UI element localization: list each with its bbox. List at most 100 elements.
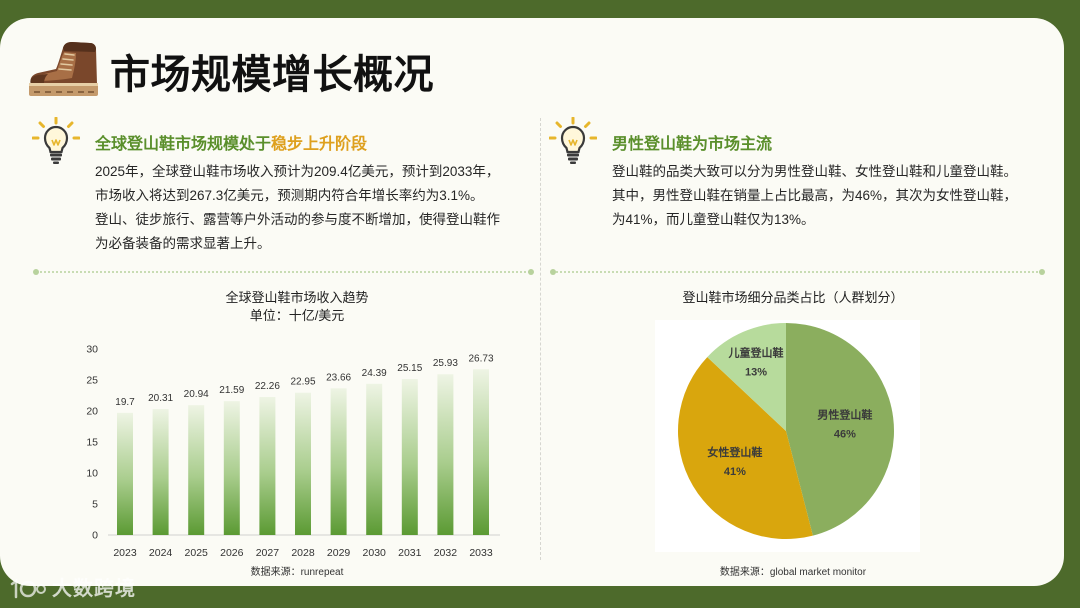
paragraph-line: 其中，男性登山鞋在销量上占比最高，为46%，其次为女性登山鞋， [612,188,1018,203]
pie-label-name-2: 女性登山鞋 [707,445,762,459]
x-tick-label: 2027 [256,547,280,559]
paragraph-line: 登山鞋的品类大致可以分为男性登山鞋、女性登山鞋和儿童登山鞋。 [612,164,1017,179]
bar-2030 [366,383,383,535]
x-tick-label: 2028 [291,547,315,559]
left-dotted-divider [36,271,530,273]
bar-2029 [330,388,347,535]
hiking-boot-icon [29,42,98,96]
pie-chart-source: 数据来源：global market monitor [719,567,867,578]
heading-orange-part: 稳步上升阶段 [271,136,368,153]
paragraph-line: 为必备装备的需求显著上升。 [95,236,271,251]
bulb-base [568,157,578,161]
boot-sole [29,86,98,96]
bar-2027 [259,396,276,535]
pie-label-value-2: 41% [724,466,746,478]
bar-chart-title: 全球登山鞋市场收入趋势 [225,290,369,305]
left-section-paragraph: 2025年，全球登山鞋市场收入预计为209.4亿美元，预计到2033年， 市场收… [95,160,500,256]
pie-slice-1 [786,323,894,536]
x-tick-label: 2030 [363,547,387,559]
vertical-dashed-divider [540,118,541,560]
right-dotted-divider [553,271,1041,273]
bar-chart-marks: 05101520253019.7202320.31202420.94202521… [86,344,500,559]
bar-value-label: 21.59 [219,385,244,396]
bulb-base [51,157,61,161]
bulb-filament [51,139,61,146]
bar-chart-subtitle: 单位：十亿/美元 [249,308,345,323]
paragraph-line: 2025年，全球登山鞋市场收入预计为209.4亿美元，预计到2033年， [95,164,500,179]
y-tick-label: 15 [86,437,98,449]
bar-value-label: 25.15 [397,363,422,374]
bar-value-label: 25.93 [433,358,458,369]
watermark-text: 大数跨境 [52,578,136,600]
bulb-rays [32,117,80,140]
divider-end-dot [550,269,556,275]
x-tick-label: 2032 [434,547,458,559]
bar-2023 [117,412,133,535]
pie-label-value-3: 13% [745,367,767,379]
bar-2028 [295,392,311,535]
bulb-base [50,153,62,157]
y-tick-label: 0 [92,530,98,542]
pie-chart-marks: 男性登山鞋 46% 女性登山鞋 41% 儿童登山鞋 13% [678,323,894,539]
brand-logo-icon [10,578,46,599]
x-tick-label: 2025 [185,547,209,559]
paragraph-line: 为41%，而儿童登山鞋仅为13%。 [612,212,815,227]
x-tick-label: 2023 [113,547,137,559]
pie-slice-3 [707,323,786,431]
pie-label-value-1: 46% [834,429,856,441]
bar-chart-source: 数据来源：runrepeat [250,567,344,578]
bulb-rays [549,117,597,140]
heading-green-part: 全球登山鞋市场规模处于 [95,136,272,153]
bar-value-label: 26.73 [468,353,493,364]
boot-toe-cap [30,74,48,84]
bar-2032 [437,374,454,535]
y-tick-label: 25 [86,375,98,387]
pie-label-name-1: 男性登山鞋 [817,408,872,422]
page-title: 市场规模增长概况 [110,53,434,97]
bar-2033 [473,369,489,535]
divider-end-dot [528,269,534,275]
pie-chart-title: 登山鞋市场细分品类占比（人群划分） [682,290,904,305]
x-tick-label: 2031 [398,547,422,559]
y-tick-label: 30 [86,344,98,356]
right-section-heading: 男性登山鞋为市场主流 [612,136,773,153]
x-tick-label: 2026 [220,547,244,559]
pie-chart: 男性登山鞋 46% 女性登山鞋 41% 儿童登山鞋 13% [655,320,920,552]
bulb-base [53,161,59,164]
pie-slice-2 [678,357,813,539]
bulb-base [567,153,579,157]
y-tick-label: 20 [86,406,98,418]
bar-value-label: 24.39 [362,368,387,379]
boot-midsole [29,83,98,86]
paragraph-line: 登山、徒步旅行、露营等户外活动的参与度不断增加，使得登山鞋作 [95,212,500,227]
divider-end-dot [33,269,39,275]
divider-end-dot [1039,269,1045,275]
y-tick-label: 5 [92,499,98,511]
pie-label-name-3: 儿童登山鞋 [727,346,783,360]
bar-chart: 05101520253019.7202320.31202420.94202521… [86,344,500,559]
logo-ring-small [36,584,46,594]
x-tick-label: 2033 [469,547,493,559]
paragraph-line: 市场收入将达到267.3亿美元，预测期内符合年增长率约为3.1%。 [95,188,484,203]
left-section-heading: 全球登山鞋市场规模处于稳步上升阶段 [95,135,367,155]
bar-value-label: 19.7 [115,397,135,408]
lightbulb-icon [549,117,597,164]
bulb-base [570,161,576,164]
bar-value-label: 22.26 [255,381,280,392]
bulb-filament [568,139,578,146]
logo-stroke-one [10,578,18,599]
boot-collar [63,42,96,52]
bar-2031 [401,379,418,535]
bar-2024 [152,409,169,535]
y-tick-label: 10 [86,468,98,480]
bar-2026 [223,401,240,535]
x-tick-label: 2029 [327,547,351,559]
boot-laces [58,53,75,71]
lightbulb-icon [32,117,80,164]
x-tick-label: 2024 [149,547,173,559]
bar-value-label: 20.31 [148,393,173,404]
bar-value-label: 23.66 [326,372,351,383]
right-section-paragraph: 登山鞋的品类大致可以分为男性登山鞋、女性登山鞋和儿童登山鞋。 其中，男性登山鞋在… [612,160,1017,232]
bar-value-label: 20.94 [184,389,209,400]
bar-value-label: 22.95 [290,377,315,388]
